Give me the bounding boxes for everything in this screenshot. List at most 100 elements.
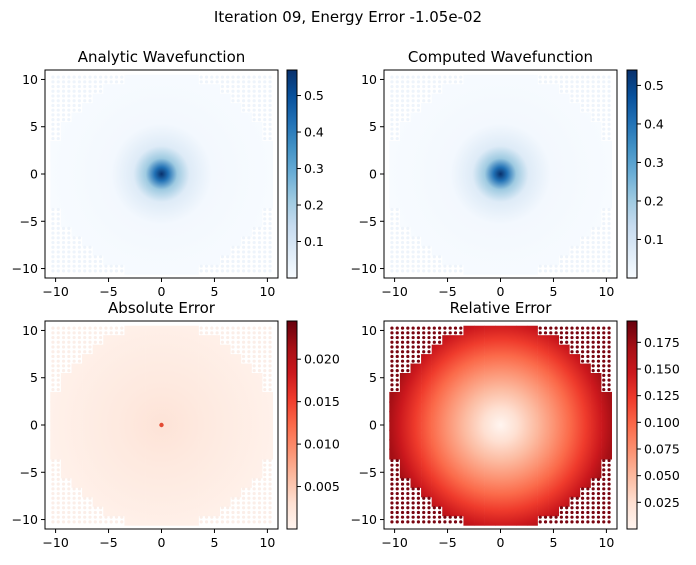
grid-point xyxy=(390,364,394,368)
grid-point xyxy=(268,75,272,79)
grid-point xyxy=(268,217,272,221)
grid-point xyxy=(570,506,574,510)
y-tick-label: 5 xyxy=(30,370,38,385)
grid-point xyxy=(400,236,405,240)
grid-point xyxy=(231,335,235,340)
grid-point xyxy=(390,132,394,136)
grid-point xyxy=(252,118,256,122)
grid-point xyxy=(72,340,76,344)
grid-point xyxy=(395,345,399,349)
grid-point xyxy=(236,245,240,249)
grid-point xyxy=(432,335,436,340)
grid-point xyxy=(241,84,246,89)
grid-point xyxy=(67,345,71,349)
grid-point xyxy=(395,473,399,477)
grid-point xyxy=(411,259,415,264)
x-tick-label: −10 xyxy=(42,535,68,550)
grid-point xyxy=(602,345,606,349)
grid-point xyxy=(252,250,256,254)
grid-point xyxy=(422,335,426,340)
grid-point xyxy=(602,212,606,216)
grid-point xyxy=(199,326,203,330)
grid-point xyxy=(51,269,55,273)
grid-point xyxy=(422,94,426,98)
grid-point xyxy=(93,331,97,335)
grid-point xyxy=(56,473,60,477)
grid-point xyxy=(72,515,76,519)
grid-point xyxy=(51,520,55,524)
grid-point xyxy=(602,496,606,500)
grid-point xyxy=(596,369,601,373)
grid-point xyxy=(215,269,219,273)
grid-point xyxy=(263,127,267,131)
grid-point xyxy=(416,240,421,245)
grid-point xyxy=(56,387,60,392)
grid-point xyxy=(268,84,272,89)
grid-point xyxy=(263,482,267,486)
grid-point xyxy=(72,491,76,496)
grid-point xyxy=(602,378,606,382)
grid-point xyxy=(268,373,272,377)
grid-point xyxy=(416,487,421,491)
grid-point xyxy=(575,345,579,349)
grid-point xyxy=(263,364,267,368)
grid-point xyxy=(602,269,606,273)
grid-point xyxy=(591,84,595,89)
grid-point xyxy=(109,326,113,330)
grid-point xyxy=(51,510,55,515)
grid-point xyxy=(438,331,442,335)
grid-point xyxy=(427,94,431,98)
grid-point xyxy=(602,458,606,463)
grid-point xyxy=(453,326,458,330)
grid-point xyxy=(220,515,224,519)
grid-point xyxy=(61,340,66,344)
grid-point xyxy=(99,515,103,519)
grid-point xyxy=(400,520,405,524)
grid-point xyxy=(252,482,256,486)
grid-point xyxy=(268,482,272,486)
grid-point xyxy=(226,510,230,515)
grid-point xyxy=(416,80,421,84)
grid-point xyxy=(252,226,256,230)
grid-point xyxy=(607,94,611,98)
grid-point xyxy=(453,269,458,273)
grid-point xyxy=(268,501,272,505)
grid-point xyxy=(61,354,66,359)
grid-point xyxy=(83,510,87,515)
grid-point xyxy=(432,255,436,259)
grid-point xyxy=(99,520,103,524)
grid-point xyxy=(72,108,76,112)
x-tick-label: −5 xyxy=(99,284,117,299)
grid-point xyxy=(602,89,606,93)
grid-point xyxy=(61,84,66,89)
grid-point xyxy=(395,458,399,463)
grid-point xyxy=(88,259,92,264)
x-tick-label: −5 xyxy=(438,284,456,299)
grid-point xyxy=(416,510,421,515)
grid-point xyxy=(416,506,421,510)
grid-point xyxy=(580,335,585,340)
grid-point xyxy=(231,520,235,524)
grid-point xyxy=(83,335,87,340)
grid-point xyxy=(559,89,563,93)
grid-point xyxy=(565,331,569,335)
grid-point xyxy=(580,240,585,245)
grid-point xyxy=(406,477,410,481)
grid-point xyxy=(416,501,421,505)
grid-point xyxy=(591,487,595,491)
grid-point xyxy=(252,80,256,84)
grid-point xyxy=(220,84,224,89)
grid-point xyxy=(448,269,452,273)
grid-point xyxy=(580,326,585,330)
grid-point xyxy=(591,108,595,112)
grid-point xyxy=(443,326,447,330)
grid-point xyxy=(56,132,60,136)
y-tick-label: 10 xyxy=(361,323,377,338)
grid-point xyxy=(549,75,553,79)
grid-point xyxy=(236,89,240,93)
grid-point xyxy=(596,350,601,354)
grid-point xyxy=(51,259,55,264)
grid-point xyxy=(263,359,267,363)
grid-point xyxy=(67,369,71,373)
grid-point xyxy=(395,136,399,141)
